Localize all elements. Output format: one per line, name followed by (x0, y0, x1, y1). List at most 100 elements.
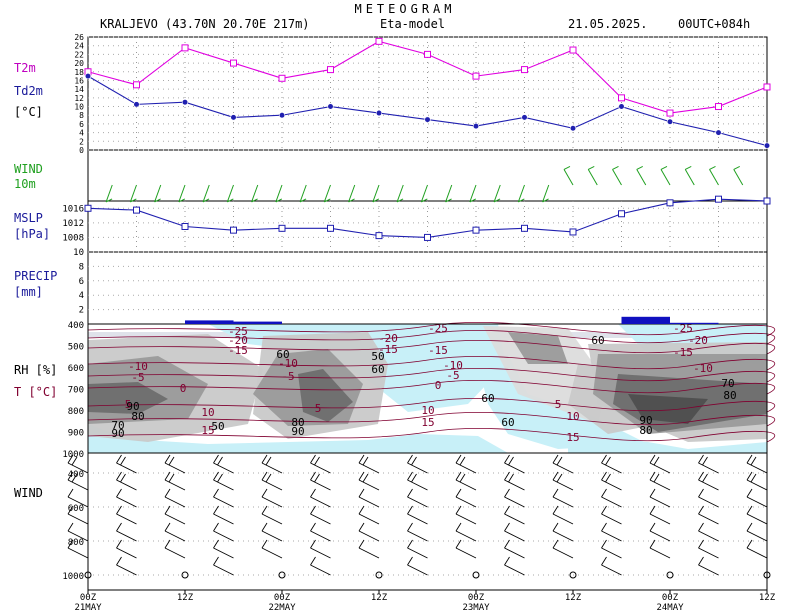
rh-label: 90 (126, 400, 139, 413)
wind10-barb (517, 184, 525, 203)
wind-barb-flag (746, 505, 753, 515)
x-date-label: 22MAY (268, 603, 296, 612)
wind-barb-flag (601, 505, 607, 515)
wind-barb (164, 513, 186, 525)
isotherm-label: -15 (673, 346, 693, 359)
wind-barb-flag (552, 488, 559, 498)
isotherm (87, 329, 776, 345)
wind-barb-flag (67, 488, 74, 498)
isotherm-label: -10 (278, 357, 298, 370)
wind-barb-flag (407, 556, 413, 566)
wind-barb-flag (649, 471, 656, 481)
isotherm-label: -15 (428, 344, 448, 357)
wind-barb-flag (217, 473, 223, 483)
wind-barb-flag (265, 456, 272, 466)
point-t2m (181, 44, 189, 52)
wind-barb (213, 462, 234, 474)
wind-barb (358, 462, 380, 474)
wind-barb-flag (601, 539, 607, 549)
isotherm (87, 411, 776, 427)
wind-barb (67, 547, 89, 559)
wind-barb-flag (168, 456, 175, 466)
wind-barb-flag (649, 488, 656, 498)
point-td2m (569, 125, 577, 132)
wind-barb (504, 530, 525, 542)
wind-barb (67, 496, 89, 508)
precip-unit-label: [mm] (14, 285, 43, 299)
point-t2m (230, 59, 237, 67)
wind-barb (746, 513, 768, 525)
wind-barb-flag (261, 539, 268, 549)
x-tick-label: 00Z (662, 593, 679, 603)
wind-barb (407, 462, 428, 474)
pressure-tick-label: 600 (68, 504, 84, 514)
mslp-unit-label: [hPa] (14, 227, 50, 241)
wind-barb (455, 479, 477, 491)
wind-barb-flag (552, 471, 559, 481)
calm-marker (472, 571, 480, 579)
calm-marker (278, 571, 286, 579)
wind-barb-flag (310, 505, 316, 515)
wind-barb (746, 479, 768, 491)
wind10-barb (178, 184, 186, 203)
wind-barb-flag (601, 471, 607, 481)
wind10-barb-flag (563, 165, 571, 170)
point-mslp (618, 210, 625, 218)
wind10-barb-flag (372, 198, 380, 203)
wind-barb (649, 496, 671, 508)
wind-barb-flag (455, 471, 462, 481)
cross-section: -25-20-15-20-15-10-5-10-5051015-25-15-10… (87, 321, 776, 453)
isotherm-label: -15 (228, 344, 248, 357)
isotherm (87, 397, 776, 413)
wind-barb-flag (698, 471, 704, 481)
rh-label: 60 (501, 416, 514, 429)
wind-barb-flag (261, 505, 268, 515)
wind-barb (504, 564, 525, 576)
precip-bar (185, 320, 234, 324)
wind-barb-flag (164, 471, 171, 481)
wind-barb (67, 462, 89, 474)
point-td2m (133, 101, 140, 108)
temp-tick-label: 14 (74, 85, 84, 94)
wind-barb (358, 530, 380, 542)
wind-barb-flag (649, 522, 656, 532)
wind-barb-flag (455, 488, 462, 498)
wind-barb-flag (67, 454, 74, 464)
chart-title: METEOGRAM (354, 2, 455, 16)
point-mslp (424, 233, 431, 241)
x-tick-label: 12Z (177, 593, 194, 603)
wind-barb-flag (698, 522, 704, 532)
wind-barb (407, 479, 428, 491)
wind-barb-flag (164, 488, 171, 498)
wind10-barb-flag (105, 198, 113, 203)
wind-barb-flag (358, 505, 365, 515)
wind-barb-flag (213, 505, 219, 515)
rh-label: 50 (211, 420, 224, 433)
moist-zone (88, 382, 168, 414)
point-mslp (569, 228, 577, 236)
temp-tick-label: 0 (79, 146, 84, 155)
isotherm-label: -10 (128, 360, 148, 373)
point-td2m (472, 122, 480, 130)
x-tick-label: 12Z (565, 593, 582, 603)
point-mslp (472, 226, 480, 234)
rh-label: 60 (591, 334, 604, 347)
wind10-label: WIND (14, 162, 43, 176)
wind-barb-flag (552, 454, 559, 464)
wind-barb (310, 496, 331, 508)
wind-barb-flag (310, 454, 316, 464)
x-date-label: 23MAY (462, 603, 490, 612)
wind10-barb-flag (733, 165, 740, 170)
wind10-barb-flag (299, 198, 307, 203)
wind-barb-flag (504, 471, 510, 481)
temp-tick-label: 6 (79, 120, 84, 129)
wind-barb (164, 462, 186, 474)
wind-barb (455, 547, 477, 559)
wind10-barb (323, 184, 331, 203)
wind-barb-flag (71, 456, 78, 466)
wind10-barb (129, 184, 137, 203)
wind-barb (358, 479, 380, 491)
wind-barb-flag (552, 505, 559, 515)
precip-label: PRECIP (14, 269, 57, 283)
wind10-barb (563, 169, 574, 186)
